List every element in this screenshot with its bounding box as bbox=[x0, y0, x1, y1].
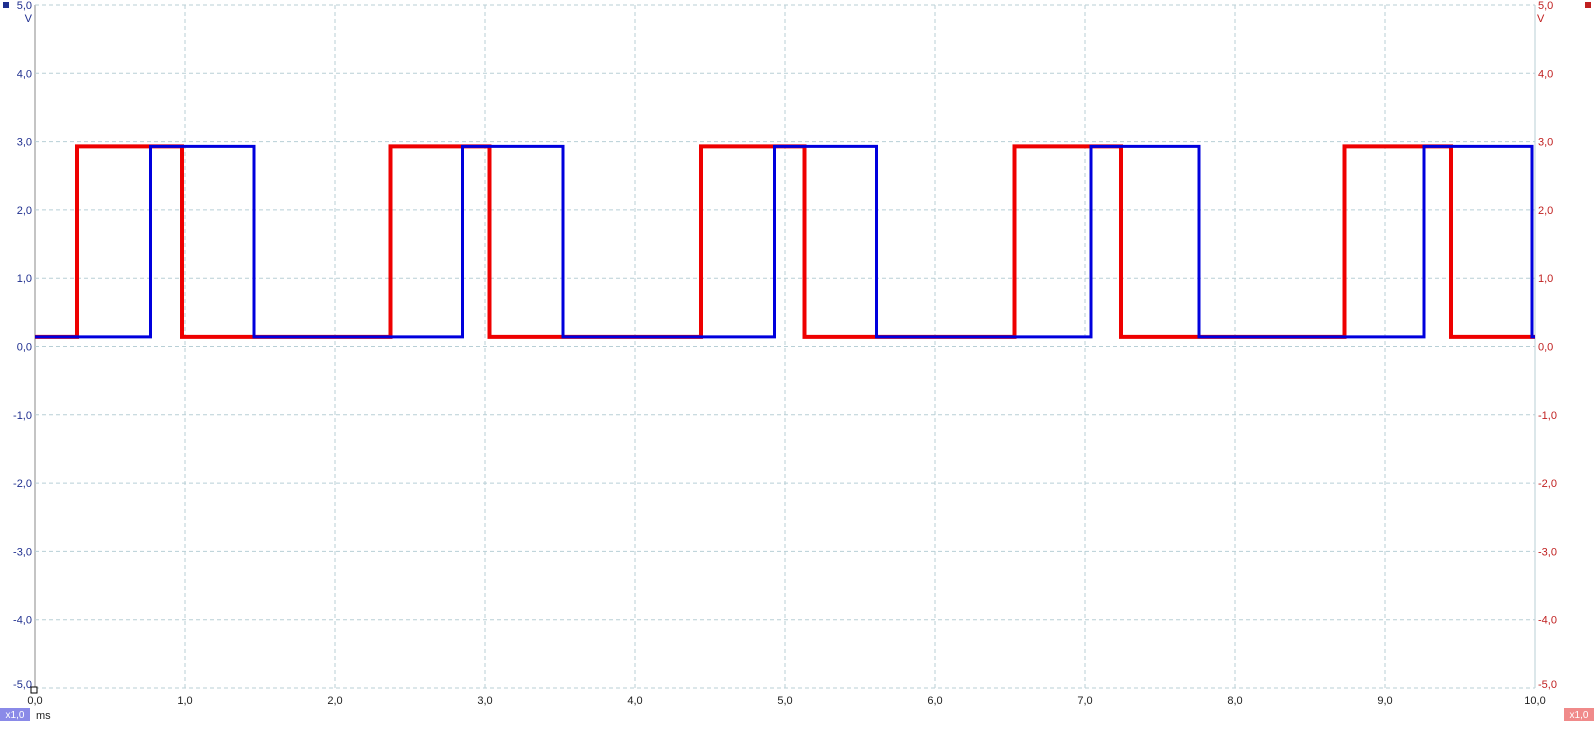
x-unit-label: ms bbox=[36, 710, 51, 722]
channel-b-scale-badge[interactable] bbox=[1564, 708, 1594, 721]
y-unit-right: V bbox=[1537, 13, 1545, 25]
x-tick-label: 5,0 bbox=[777, 695, 792, 707]
zoom-handle-icon[interactable] bbox=[30, 686, 38, 694]
y-tick-label-right: -3,0 bbox=[1538, 546, 1557, 558]
y-tick-label-left: -2,0 bbox=[13, 478, 32, 490]
x-tick-label: 1,0 bbox=[177, 695, 192, 707]
x-tick-label: 10,0 bbox=[1524, 695, 1545, 707]
y-tick-label-left: 4,0 bbox=[17, 68, 32, 80]
y-tick-label-left: -5,0 bbox=[13, 679, 32, 691]
y-axis-left: 5,0 4,0 3,0 2,0 1,0 0,0 -1,0 -2,0 -3,0 -4,0 -5,0 bbox=[13, 0, 32, 691]
y-tick-label-right: -4,0 bbox=[1538, 615, 1557, 627]
y-tick-label-left: 1,0 bbox=[17, 273, 32, 285]
y-tick-label-left: 0,0 bbox=[17, 342, 32, 354]
y-tick-label-right: -1,0 bbox=[1538, 410, 1557, 422]
x-tick-label: 8,0 bbox=[1227, 695, 1242, 707]
x-tick-label: 6,0 bbox=[927, 695, 942, 707]
y-tick-label-right: 5,0 bbox=[1538, 0, 1553, 12]
y-tick-label-right: 4,0 bbox=[1538, 68, 1553, 80]
channel-b-trace bbox=[35, 144, 1535, 339]
y-axis-right: 5,0 4,0 3,0 2,0 1,0 0,0 -1,0 -2,0 -3,0 -4,0 -5,0 bbox=[1538, 0, 1557, 691]
y-tick-label-right: -2,0 bbox=[1538, 478, 1557, 490]
x-tick-label: 9,0 bbox=[1377, 695, 1392, 707]
y-tick-label-left: -4,0 bbox=[13, 615, 32, 627]
channel-a-scale-badge[interactable] bbox=[0, 708, 30, 721]
x-tick-label: 4,0 bbox=[627, 695, 642, 707]
y-tick-label-left: 5,0 bbox=[17, 0, 32, 12]
y-tick-label-right: -5,0 bbox=[1538, 679, 1557, 691]
channel-a-trace bbox=[35, 144, 1535, 339]
y-tick-label-left: 2,0 bbox=[17, 205, 32, 217]
y-tick-label-right: 1,0 bbox=[1538, 273, 1553, 285]
y-tick-label-left: -3,0 bbox=[13, 546, 32, 558]
channel-b-marker bbox=[1585, 2, 1591, 8]
y-tick-label-right: 2,0 bbox=[1538, 205, 1553, 217]
x-tick-label: 2,0 bbox=[327, 695, 342, 707]
x-axis: 0,0 1,0 2,0 3,0 4,0 5,0 6,0 7,0 8,0 9,0 10,0 bbox=[27, 695, 1545, 707]
channel-b-scale-label: x1,0 bbox=[1570, 710, 1589, 721]
channel-a-marker bbox=[3, 2, 9, 8]
y-tick-label-right: 0,0 bbox=[1538, 342, 1553, 354]
x-tick-label: 0,0 bbox=[27, 695, 42, 707]
x-tick-label: 7,0 bbox=[1077, 695, 1092, 707]
y-tick-label-left: -1,0 bbox=[13, 410, 32, 422]
channel-a-scale-label: x1,0 bbox=[6, 710, 25, 721]
x-tick-label: 3,0 bbox=[477, 695, 492, 707]
y-tick-label-right: 3,0 bbox=[1538, 137, 1553, 149]
grid bbox=[34, 4, 1536, 689]
traces bbox=[35, 144, 1535, 339]
y-tick-label-left: 3,0 bbox=[17, 137, 32, 149]
y-unit-left: V bbox=[25, 13, 33, 25]
